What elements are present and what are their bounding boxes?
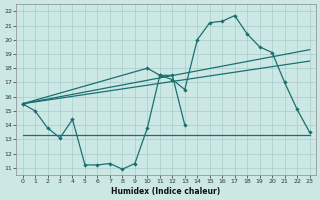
X-axis label: Humidex (Indice chaleur): Humidex (Indice chaleur): [111, 187, 221, 196]
